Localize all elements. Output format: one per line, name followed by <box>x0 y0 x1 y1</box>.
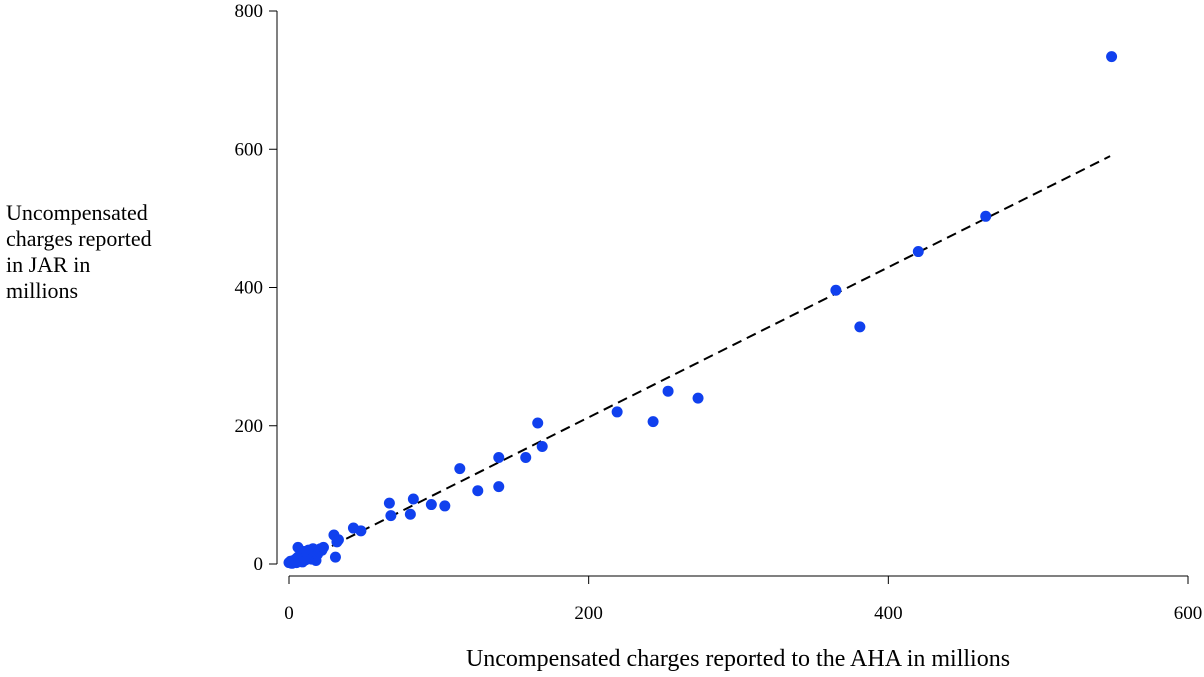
data-point <box>493 481 505 493</box>
data-point <box>611 406 623 418</box>
y-axis-label-line: charges reported <box>6 226 152 251</box>
fit-line <box>288 155 1111 569</box>
y-axis-label-line: Uncompensated <box>6 200 148 225</box>
data-point <box>425 499 437 511</box>
x-axis-label: Uncompensated charges reported to the AH… <box>465 646 1011 672</box>
x-tick-label: 600 <box>1174 603 1203 624</box>
x-tick-label: 0 <box>284 603 294 624</box>
data-point <box>407 493 419 505</box>
data-point <box>439 500 451 512</box>
data-point <box>317 541 329 553</box>
data-point <box>404 508 416 520</box>
data-point <box>472 485 484 497</box>
y-axis-label-line: millions <box>6 278 79 303</box>
y-tick-label: 400 <box>235 278 264 299</box>
data-point <box>692 392 704 404</box>
y-tick-label: 800 <box>235 1 264 22</box>
y-tick-label: 600 <box>235 139 264 160</box>
data-point <box>662 385 674 397</box>
data-point <box>329 551 341 563</box>
data-point <box>1106 51 1118 63</box>
data-point <box>980 210 992 222</box>
data-point <box>383 497 395 509</box>
x-tick-label: 400 <box>874 603 903 624</box>
fit-line-group <box>288 155 1111 569</box>
y-tick-label: 0 <box>254 554 264 575</box>
data-point <box>647 416 659 428</box>
points-group <box>283 51 1118 569</box>
data-point <box>454 463 466 475</box>
x-tick-label: 200 <box>574 603 603 624</box>
data-point <box>385 510 397 522</box>
axes: 0 200 400 600 800 0 200 400 600 <box>235 1 1203 624</box>
y-axis-label: Uncompensated charges reported in JAR in… <box>6 200 216 304</box>
data-point <box>355 525 367 537</box>
data-point <box>520 452 532 464</box>
data-point <box>493 452 505 464</box>
y-axis-label-line: in JAR in <box>6 252 91 277</box>
data-point <box>912 246 924 258</box>
data-point <box>536 440 548 452</box>
data-point <box>830 284 842 296</box>
data-point <box>854 321 866 333</box>
data-point <box>532 417 544 429</box>
y-tick-label: 200 <box>235 416 264 437</box>
data-point <box>332 534 344 546</box>
